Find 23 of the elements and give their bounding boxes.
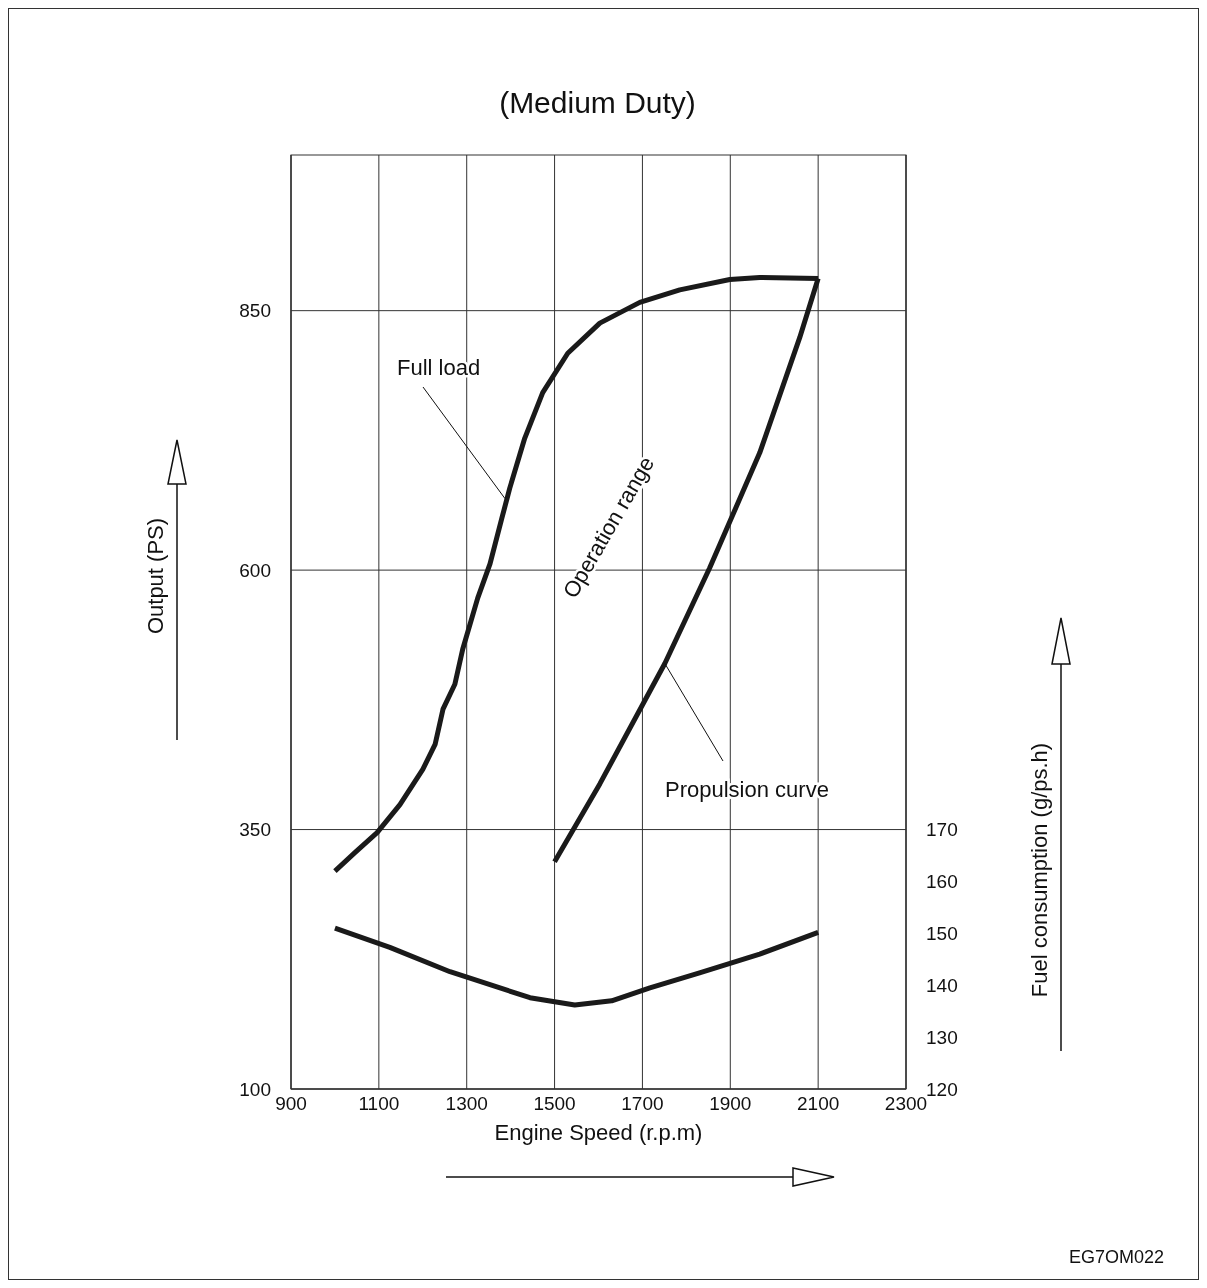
y2-tick-label: 140 [926, 974, 958, 996]
y2-axis-title: Fuel consumption (g/ps.h) [1027, 742, 1052, 998]
y-tick-label: 600 [239, 559, 271, 581]
y2-tick-label: 170 [926, 819, 958, 841]
x-tick-label: 1900 [709, 1093, 752, 1115]
y2-tick-label: 130 [926, 1026, 958, 1048]
y-axis-title: Output (PS) [143, 517, 168, 635]
x-tick-label: 1500 [533, 1093, 576, 1115]
y-tick-label: 100 [239, 1078, 271, 1100]
chart-title: (Medium Duty) [499, 86, 696, 119]
y2-tick-label: 160 [926, 871, 958, 893]
x-tick-label: 1700 [621, 1093, 664, 1115]
text: EG7OM022 [1068, 1246, 1164, 1267]
y2-tick-label: 150 [926, 923, 958, 945]
x-axis-title: Engine Speed (r.p.m) [494, 1120, 703, 1145]
x-tick-label: 2300 [884, 1093, 928, 1115]
y-tick-label: 350 [239, 819, 271, 841]
x-tick-label: 1300 [445, 1093, 488, 1115]
x-tick-label: 1100 [358, 1093, 400, 1115]
y2-tick-label: 120 [926, 1078, 958, 1100]
x-tick-label: 2100 [797, 1093, 840, 1115]
x-tick-label: 900 [275, 1093, 307, 1115]
y-tick-label: 850 [239, 300, 271, 322]
